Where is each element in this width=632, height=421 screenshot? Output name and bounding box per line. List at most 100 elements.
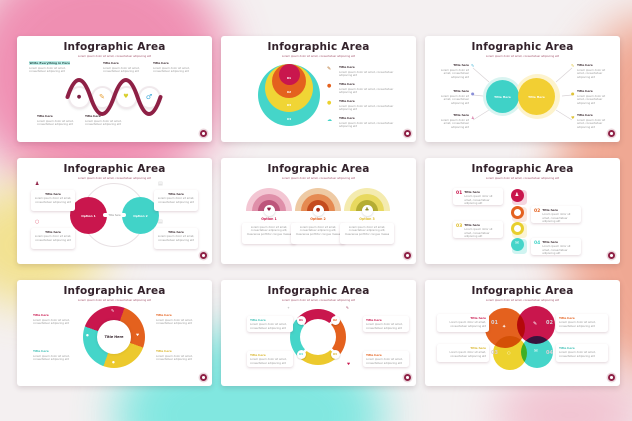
corner-card: Title here Lorem ipsum dolor sit amet, c… [247,316,293,332]
block-title: Title here [577,113,593,117]
text-block: Title here Lorem ipsum dolor sit amet, c… [103,61,141,74]
option-card: Lorem ipsum dolor sit amet, consectetuer… [291,223,345,244]
step-number: 03 [456,223,463,229]
circle-number: 01 [286,76,292,80]
document-icon: ▤ [158,219,163,225]
block-body: Lorem ipsum dolor sit amet, consectetuer… [440,118,469,129]
slide-subtitle: Lorem ipsum dolor sit amet, consectetuer… [281,298,356,302]
slide-option-venn[interactable]: Infographic Area Lorem ipsum dolor sit a… [17,158,212,264]
circle-label: Option 1 [81,213,96,218]
card-title: Title here [250,317,266,322]
ring-icon: ○ [35,219,40,225]
wave-ribbon [65,78,163,116]
gauge-hub: ♥ [263,205,275,216]
slide-title: Infographic Area [471,163,574,175]
text-block: Title here Lorem ipsum dolor sit amet, c… [433,89,469,105]
corner-card: Title here Lorem ipsum dolor sit amet, c… [154,190,198,211]
node-number: 01 [299,318,303,322]
timeline-node-3 [510,221,524,235]
cycle-center: Title Here [97,320,131,354]
side-number: 02 [546,320,553,326]
circle-number: 04 [286,117,292,121]
block-title: Title here [103,61,119,65]
card-title: Title here [45,229,61,234]
card-body: Lorem ipsum dolor sit amet, consectetuer… [246,225,292,236]
slide-subtitle: Lorem ipsum dolor sit amet, consectetuer… [77,298,152,302]
corner-card: Title here Lorem ipsum dolor sit amet, c… [154,228,198,249]
card-title: Title here [45,191,61,196]
card-body: Lorem ipsum dolor sit amet, consectetuer… [295,225,341,236]
slide-title: Infographic Area [267,41,370,53]
number-node: 02 [330,315,340,325]
side-card: Title here Lorem ipsum dolor sit amet, c… [437,314,489,332]
venn-circle-left: Title Here [486,80,519,113]
card-body: Lorem ipsum dolor sit amet, consectetuer… [366,358,403,365]
person-icon: ♟ [471,115,475,120]
text-block: Title here Lorem ipsum dolor sit amet, c… [156,349,196,362]
legend-item: Title here Lorem ipsum dolor sit amet, c… [339,99,397,112]
slide-subtitle: Lorem ipsum dolor sit amet, consectetuer… [281,176,356,180]
slide-venn-four[interactable]: Infographic Area Lorem ipsum dolor sit a… [425,280,620,386]
connector-lines [472,67,573,121]
card-title: Title here [559,345,575,350]
dot-icon: ● [315,207,321,213]
pencil-icon: ✎ [99,92,105,101]
dot-icon: ● [112,360,115,364]
dot-icon: ● [86,333,89,337]
step-number: 04 [534,240,541,246]
block-title: Title here [85,114,101,118]
node-number: 04 [299,352,303,356]
block-body: Lorem ipsum dolor sit amet, consectetuer… [156,354,193,362]
block-title: Title here [577,89,593,93]
card-body: Lorem ipsum dolor sit amet, consectetuer… [34,235,72,242]
legend-item: Title here Lorem ipsum dolor sit amet, c… [339,65,397,78]
slide-subtitle: Lorem ipsum dolor sit amet, consectetuer… [485,176,560,180]
male-icon: ♂ [145,92,153,101]
block-title: Title here [153,61,169,65]
slide-nested-circles[interactable]: Infographic Area Lorem ipsum dolor sit a… [221,36,416,142]
text-block: Title here Lorem ipsum dolor sit amet, c… [577,113,613,129]
card-title: Title here [168,229,184,234]
slide-wave-process[interactable]: Infographic Area Lorem ipsum dolor sit a… [17,36,212,142]
heart-icon: ♥ [136,333,140,337]
block-body: Lorem ipsum dolor sit amet, consectetuer… [153,66,190,74]
card-title: Title here [168,191,184,196]
circle-number: 03 [286,103,292,107]
card-title: Title here [542,207,558,212]
heart-icon: ♥ [347,362,351,366]
block-title: Title here [156,349,172,353]
text-block: Title here Lorem ipsum dolor sit amet, c… [33,349,73,362]
block-title: Title here [33,313,49,317]
block-body: Lorem ipsum dolor sit amet, consectetuer… [156,318,193,326]
card-body: Lorem ipsum dolor sit amet, consectetuer… [449,351,486,358]
card-body: Lorem ipsum dolor sit amet, consectetuer… [464,228,493,239]
heart-icon: ♥ [266,207,272,213]
block-body: Lorem ipsum dolor sit amet, consectetuer… [440,68,469,79]
pencil-icon: ✎ [571,63,575,68]
slide-grid: Infographic Area Lorem ipsum dolor sit a… [17,36,620,386]
pencil-icon: ✎ [346,306,349,310]
brand-badge [608,130,615,137]
block-title: Title here [453,113,469,117]
option-circle-2: Option 2 [122,197,159,234]
option-label: Option 3 [359,217,375,221]
legend-title: Title here [339,116,355,120]
block-body: Lorem ipsum dolor sit amet, consectetuer… [33,318,70,326]
corner-card: Title here Lorem ipsum dolor sit amet, c… [363,316,409,332]
person-icon: ♟ [514,191,520,198]
number-node: 03 [330,349,340,359]
legend-title: Title here [339,99,355,103]
slide-vertical-timeline[interactable]: Infographic Area Lorem ipsum dolor sit a… [425,158,620,264]
option-card: Lorem ipsum dolor sit amet, consectetuer… [340,223,394,244]
cycle-hole [300,319,336,355]
legend-body: Lorem ipsum dolor sit amet, consectetuer… [339,104,394,112]
step-number: 02 [534,208,541,214]
slide-gauges[interactable]: Infographic Area Lorem ipsum dolor sit a… [221,158,416,264]
pencil-icon: ✎ [111,308,115,313]
slide-cycle-donut[interactable]: Infographic Area Lorem ipsum dolor sit a… [17,280,212,386]
timeline-card: 03 Title here Lorem ipsum dolor sit amet,… [453,221,503,238]
number-node: 01 [296,315,306,325]
slide-cycle-numbered[interactable]: Infographic Area Lorem ipsum dolor sit a… [221,280,416,386]
slide-venn-two[interactable]: Infographic Area Lorem ipsum dolor sit a… [425,36,620,142]
